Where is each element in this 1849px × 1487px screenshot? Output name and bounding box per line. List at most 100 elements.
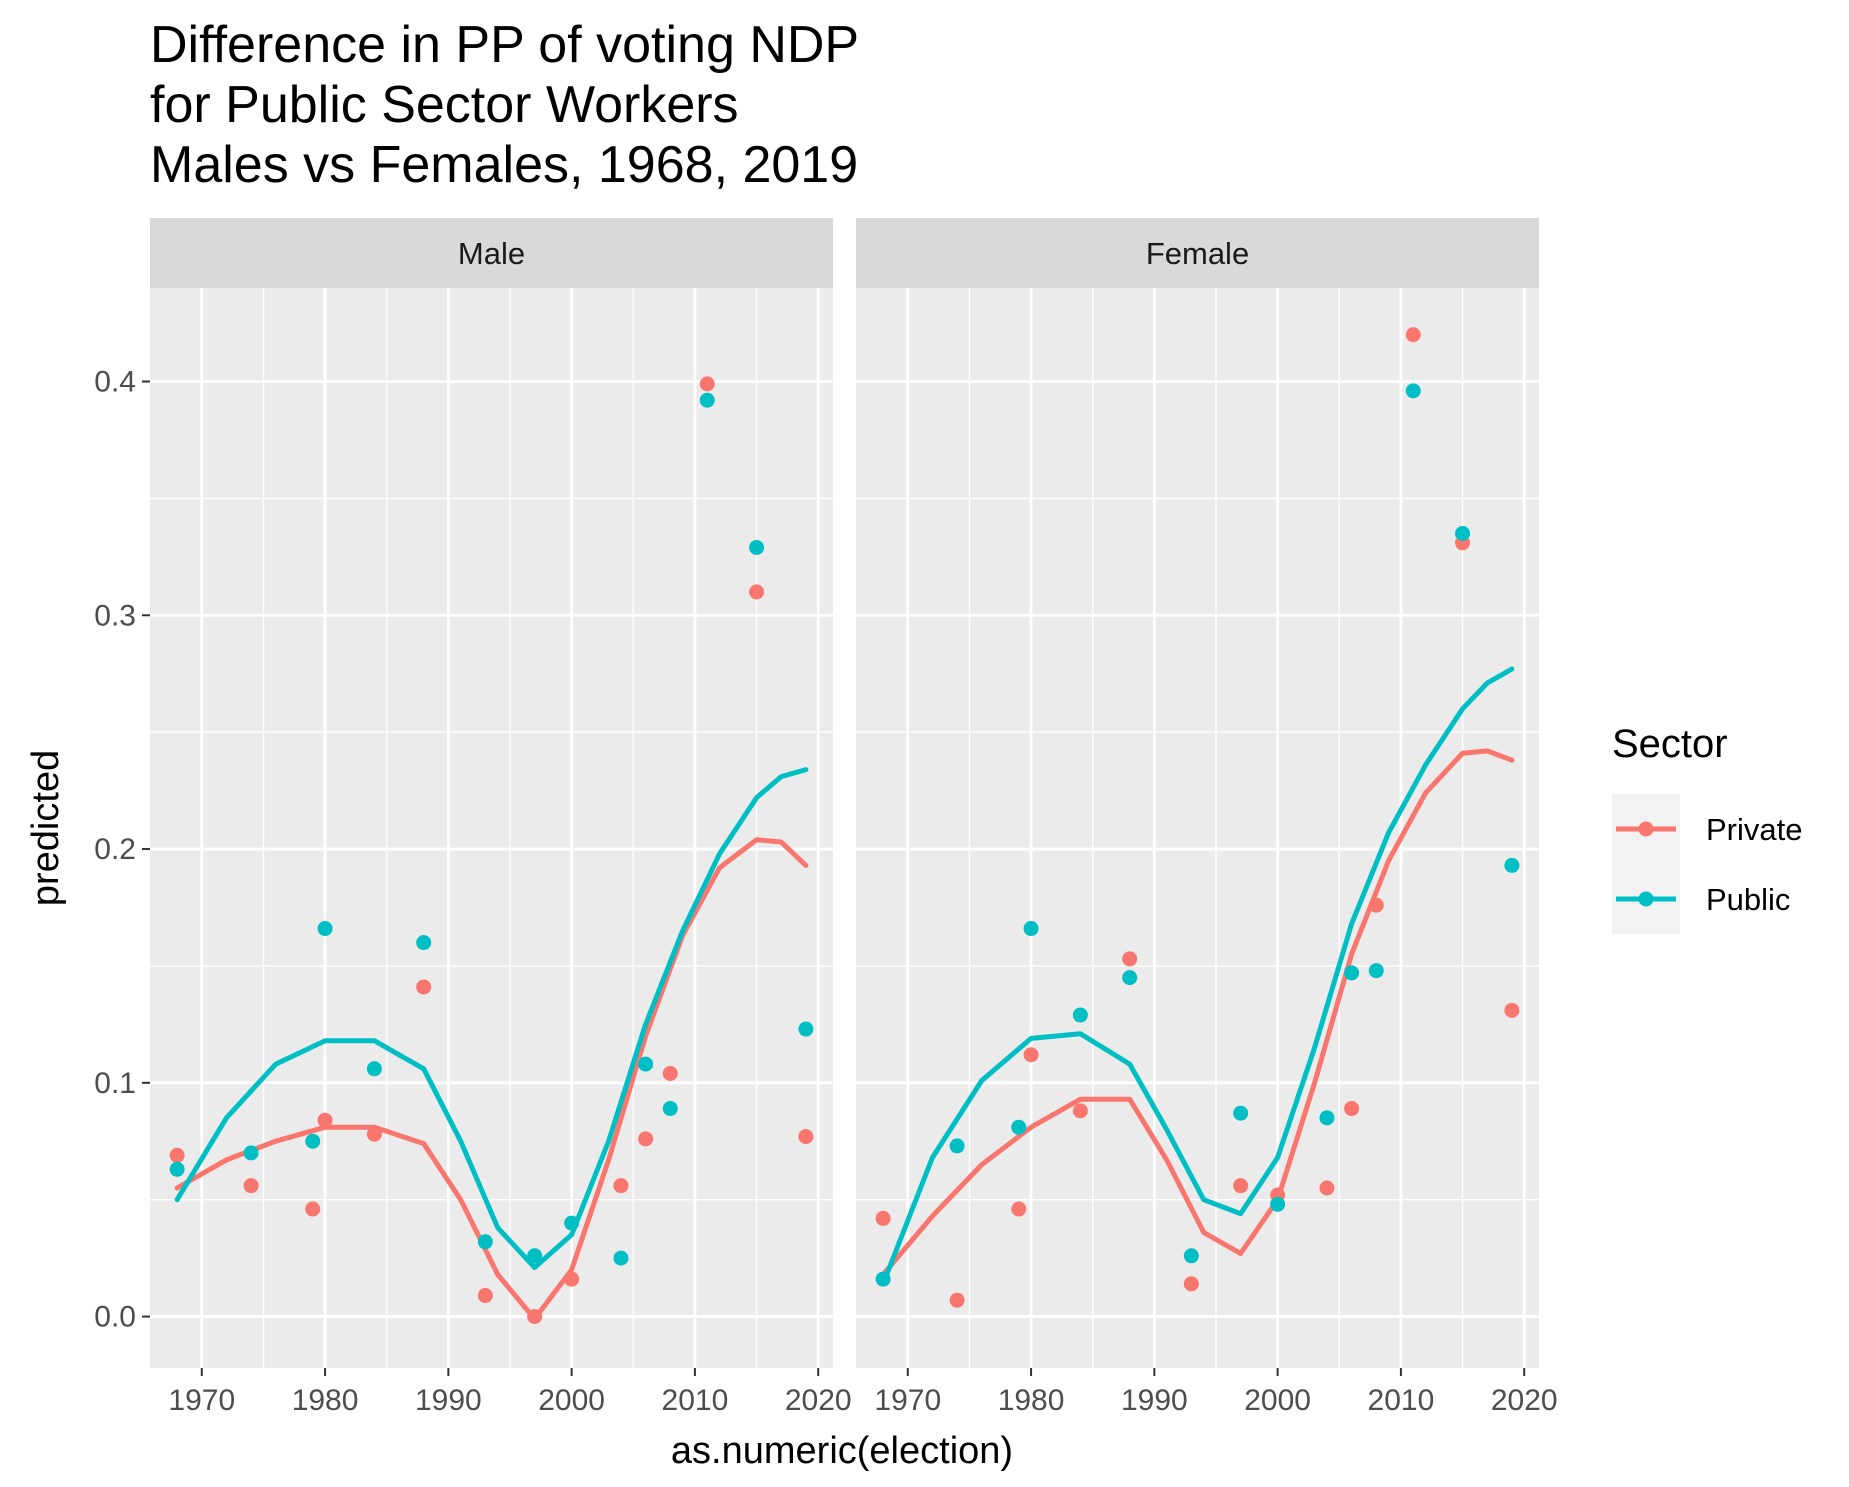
chart-title-line-2: for Public Sector Workers bbox=[150, 76, 739, 134]
y-tick-label: 0.4 bbox=[94, 366, 136, 399]
data-point-public bbox=[749, 539, 765, 555]
data-point-public bbox=[564, 1215, 580, 1231]
x-tick-label: 2010 bbox=[662, 1384, 729, 1417]
data-point-public bbox=[1504, 857, 1520, 873]
smooth-line-public-male bbox=[174, 767, 809, 1270]
data-point-private bbox=[1023, 1047, 1039, 1063]
data-point-private bbox=[798, 1129, 814, 1145]
data-point-private bbox=[317, 1112, 333, 1128]
data-point-private bbox=[527, 1309, 543, 1325]
data-point-public bbox=[1270, 1196, 1286, 1212]
legend: Sector Private Public bbox=[1612, 722, 1802, 934]
x-tick-label: 2020 bbox=[1491, 1384, 1558, 1417]
x-tick-label: 2000 bbox=[1244, 1384, 1311, 1417]
data-point-public bbox=[477, 1234, 493, 1250]
data-point-public bbox=[317, 921, 333, 937]
data-point-private bbox=[1183, 1276, 1199, 1292]
data-point-private bbox=[662, 1065, 678, 1081]
data-point-private bbox=[366, 1126, 382, 1142]
data-point-public bbox=[1011, 1119, 1027, 1135]
x-tick-label: 1990 bbox=[415, 1384, 482, 1417]
data-point-private bbox=[875, 1210, 891, 1226]
data-point-private bbox=[1504, 1002, 1520, 1018]
data-point-private bbox=[564, 1271, 580, 1287]
data-point-public bbox=[1072, 1007, 1088, 1023]
data-point-private bbox=[1122, 951, 1138, 967]
facet-strip-male bbox=[150, 218, 833, 288]
legend-label-public: Public bbox=[1706, 882, 1790, 917]
x-axis-title: as.numeric(election) bbox=[671, 1430, 1013, 1472]
data-point-public bbox=[1122, 970, 1138, 986]
data-point-public bbox=[243, 1145, 259, 1161]
x-tick-label: 2010 bbox=[1368, 1384, 1435, 1417]
data-point-public bbox=[1405, 383, 1421, 399]
data-point-public bbox=[638, 1056, 654, 1072]
y-axis-title: predicted bbox=[25, 750, 67, 906]
legend-point-public bbox=[1638, 891, 1654, 907]
data-point-public bbox=[169, 1161, 185, 1177]
y-tick-label: 0.2 bbox=[94, 833, 136, 866]
data-point-public bbox=[305, 1133, 321, 1149]
x-tick-label: 2020 bbox=[785, 1384, 852, 1417]
x-tick-label: 1980 bbox=[998, 1384, 1065, 1417]
facet-strip-label-female: Female bbox=[1146, 236, 1249, 271]
data-point-public bbox=[366, 1061, 382, 1077]
data-point-private bbox=[949, 1292, 965, 1308]
data-point-private bbox=[1405, 327, 1421, 343]
data-point-public bbox=[1319, 1110, 1335, 1126]
chart-title-line-3: Males vs Females, 1968, 2019 bbox=[150, 136, 858, 194]
legend-point-private bbox=[1638, 821, 1654, 837]
data-point-private bbox=[1368, 897, 1384, 913]
data-point-public bbox=[1368, 963, 1384, 979]
y-tick-label: 0.3 bbox=[94, 599, 136, 632]
data-point-private bbox=[638, 1131, 654, 1147]
data-point-public bbox=[949, 1138, 965, 1154]
facet-panels: Male Female bbox=[150, 218, 1539, 1368]
panel-background bbox=[856, 288, 1539, 1368]
smooth-line-private-female bbox=[880, 748, 1515, 1277]
facet-panel-female: Female bbox=[856, 218, 1539, 1368]
data-point-private bbox=[1233, 1178, 1249, 1194]
data-point-public bbox=[1023, 921, 1039, 937]
y-tick-label: 0.1 bbox=[94, 1067, 136, 1100]
data-point-public bbox=[1233, 1105, 1249, 1121]
y-tick-label: 0.0 bbox=[94, 1301, 136, 1334]
data-point-private bbox=[169, 1147, 185, 1163]
data-point-public bbox=[699, 392, 715, 408]
x-tick-label: 1990 bbox=[1121, 1384, 1188, 1417]
data-point-private bbox=[749, 584, 765, 600]
data-point-public bbox=[527, 1248, 543, 1264]
data-point-private bbox=[613, 1178, 629, 1194]
chart-title-line-1: Difference in PP of voting NDP bbox=[150, 16, 859, 74]
data-point-private bbox=[1344, 1101, 1360, 1117]
facet-strip-label-male: Male bbox=[458, 236, 525, 271]
chart-title: Difference in PP of voting NDP for Publi… bbox=[150, 16, 859, 194]
data-point-public bbox=[662, 1101, 678, 1117]
data-point-private bbox=[1319, 1180, 1335, 1196]
data-point-private bbox=[699, 376, 715, 392]
facet-panel-male: Male bbox=[150, 218, 833, 1368]
y-axis: 0.0 0.1 0.2 0.3 0.4 bbox=[94, 366, 150, 1334]
data-point-private bbox=[416, 979, 432, 995]
data-point-public bbox=[798, 1021, 814, 1037]
x-axis: 1970 1980 1990 2000 2010 2020 1970 1980 1990 2000… bbox=[168, 1368, 1558, 1417]
data-point-public bbox=[1183, 1248, 1199, 1264]
x-tick-label: 1970 bbox=[874, 1384, 941, 1417]
data-point-public bbox=[1344, 965, 1360, 981]
data-point-private bbox=[243, 1178, 259, 1194]
data-point-private bbox=[1072, 1103, 1088, 1119]
x-tick-label: 2000 bbox=[538, 1384, 605, 1417]
legend-title: Sector bbox=[1612, 722, 1728, 766]
data-point-private bbox=[305, 1201, 321, 1217]
data-point-public bbox=[875, 1271, 891, 1287]
data-point-public bbox=[613, 1250, 629, 1266]
x-tick-label: 1970 bbox=[168, 1384, 235, 1417]
smooth-line-public-female bbox=[880, 666, 1515, 1287]
legend-label-private: Private bbox=[1706, 812, 1802, 847]
facet-strip-female bbox=[856, 218, 1539, 288]
data-point-public bbox=[1455, 525, 1471, 541]
data-point-private bbox=[477, 1288, 493, 1304]
data-point-private bbox=[1011, 1201, 1027, 1217]
